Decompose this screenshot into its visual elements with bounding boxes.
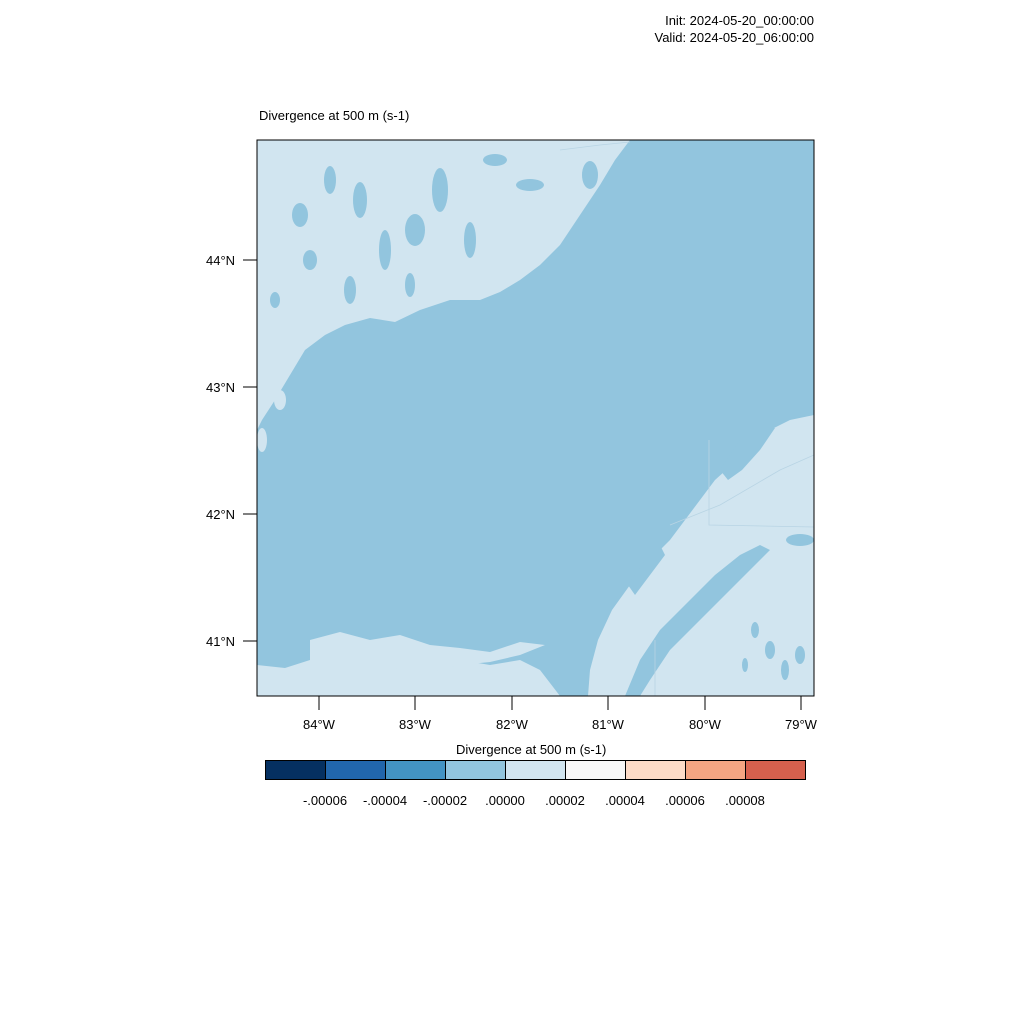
- lat-label-42: 42°N: [206, 507, 236, 522]
- field-negative-blob: [405, 273, 415, 297]
- colorbar-label: .00004: [605, 793, 645, 808]
- field-negative-blob: [464, 222, 476, 258]
- colorbar-label: -.00004: [362, 793, 408, 808]
- colorbar-label: .00006: [665, 793, 705, 808]
- field-negative-blob: [582, 161, 598, 189]
- colorbar-label: -.00006: [302, 793, 348, 808]
- colorbar-swatch: [325, 760, 386, 780]
- colorbar-swatch: [565, 760, 626, 780]
- field-negative-blob: [765, 641, 775, 659]
- field-negative-blob: [270, 292, 280, 308]
- lat-label-44: 44°N: [206, 253, 236, 268]
- field-negative-blob: [786, 534, 814, 546]
- colorbar-title: Divergence at 500 m (s-1): [456, 742, 607, 757]
- border-lines: [559, 141, 814, 696]
- field-negative-blob: [432, 168, 448, 212]
- field-negative-streak: [720, 425, 775, 480]
- field-negative-blob: [781, 660, 789, 680]
- border-line: [559, 141, 631, 151]
- field-positive-patch: [257, 672, 330, 696]
- colorbar-swatch: [685, 760, 746, 780]
- colorbar-swatch: [265, 760, 326, 780]
- colorbar-label: .00000: [485, 793, 525, 808]
- field-negative-blob: [292, 203, 308, 227]
- field-negative-blob: [751, 622, 759, 638]
- lon-label-82: 82°W: [496, 717, 528, 732]
- field-negative-blob: [795, 646, 805, 664]
- field-negative-streak: [625, 545, 770, 696]
- field-positive-patch: [310, 632, 545, 673]
- field-negative-blob: [742, 658, 748, 672]
- colorbar-swatch: [625, 760, 686, 780]
- colorbar-label: .00008: [725, 793, 765, 808]
- lat-label-43: 43°N: [206, 380, 236, 395]
- lon-label-83: 83°W: [399, 717, 431, 732]
- field-negative-region: [257, 140, 814, 696]
- field-negative-blob: [379, 230, 391, 270]
- field-negative-streak: [628, 545, 665, 595]
- lat-label-41: 41°N: [206, 634, 236, 649]
- plot-title: Divergence at 500 m (s-1): [259, 108, 410, 123]
- field-negative-blob: [405, 214, 425, 246]
- field-positive-patch: [257, 428, 267, 452]
- border-line: [708, 440, 814, 528]
- colorbar-swatch: [385, 760, 446, 780]
- colorbar-swatch: [745, 760, 806, 780]
- field-negative-blob: [516, 179, 544, 191]
- field-negative-blob: [303, 250, 317, 270]
- border-line: [669, 454, 814, 526]
- valid-time: Valid: 2024-05-20_06:00:00: [654, 30, 815, 45]
- lon-label-79: 79°W: [785, 717, 817, 732]
- colorbar-label: -.00002: [422, 793, 468, 808]
- init-time: Init: 2024-05-20_00:00:00: [665, 13, 814, 28]
- divergence-field: [257, 140, 814, 696]
- field-positive-patch: [274, 390, 286, 410]
- lon-ticks: [318, 696, 802, 710]
- lat-ticks: [243, 259, 257, 642]
- lon-label-81: 81°W: [592, 717, 624, 732]
- field-negative-blob: [483, 154, 507, 166]
- colorbar-swatch: [505, 760, 566, 780]
- lon-label-84: 84°W: [303, 717, 335, 732]
- field-negative-blob: [353, 182, 367, 218]
- lon-label-80: 80°W: [689, 717, 721, 732]
- colorbar-swatch: [445, 760, 506, 780]
- colorbar-label: .00002: [545, 793, 585, 808]
- field-negative-blob: [324, 166, 336, 194]
- field-negative-blob: [344, 276, 356, 304]
- map-frame: [256, 139, 815, 697]
